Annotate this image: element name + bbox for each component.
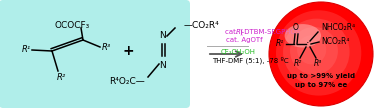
- Text: )-DTBM-SEGPHOS: )-DTBM-SEGPHOS: [239, 29, 300, 35]
- Ellipse shape: [290, 27, 338, 75]
- Ellipse shape: [269, 2, 373, 106]
- Text: up to >99% yield: up to >99% yield: [287, 73, 355, 79]
- Text: CF₃CH₂OH: CF₃CH₂OH: [221, 49, 256, 55]
- Text: NHCO₂R⁴: NHCO₂R⁴: [321, 22, 355, 32]
- Text: R²: R²: [294, 60, 302, 68]
- Text: R¹: R¹: [276, 40, 284, 48]
- Text: up to 97% ee: up to 97% ee: [295, 82, 347, 88]
- Text: THF-DMF (5:1), -78 ºC: THF-DMF (5:1), -78 ºC: [212, 56, 289, 64]
- Text: N: N: [159, 30, 166, 40]
- Text: R: R: [236, 29, 241, 35]
- Text: —CO₂R⁴: —CO₂R⁴: [184, 21, 220, 29]
- FancyBboxPatch shape: [0, 0, 190, 108]
- Text: O: O: [293, 24, 299, 33]
- Text: N: N: [159, 60, 166, 70]
- Text: OCOCF₃: OCOCF₃: [54, 21, 90, 29]
- Text: NCO₂R⁴: NCO₂R⁴: [321, 37, 349, 47]
- Text: R⁴O₂C—: R⁴O₂C—: [109, 78, 145, 87]
- Text: R²: R²: [57, 72, 66, 82]
- Text: cat. (: cat. (: [225, 29, 243, 35]
- Ellipse shape: [285, 24, 321, 48]
- Ellipse shape: [283, 19, 349, 85]
- Text: R³: R³: [101, 43, 110, 52]
- Text: ·: ·: [306, 38, 310, 48]
- Ellipse shape: [297, 35, 326, 64]
- Text: R³: R³: [314, 60, 322, 68]
- Text: R¹: R¹: [21, 45, 31, 55]
- Text: +: +: [122, 44, 134, 58]
- Text: cat. AgOTf: cat. AgOTf: [226, 37, 263, 43]
- Ellipse shape: [276, 10, 361, 96]
